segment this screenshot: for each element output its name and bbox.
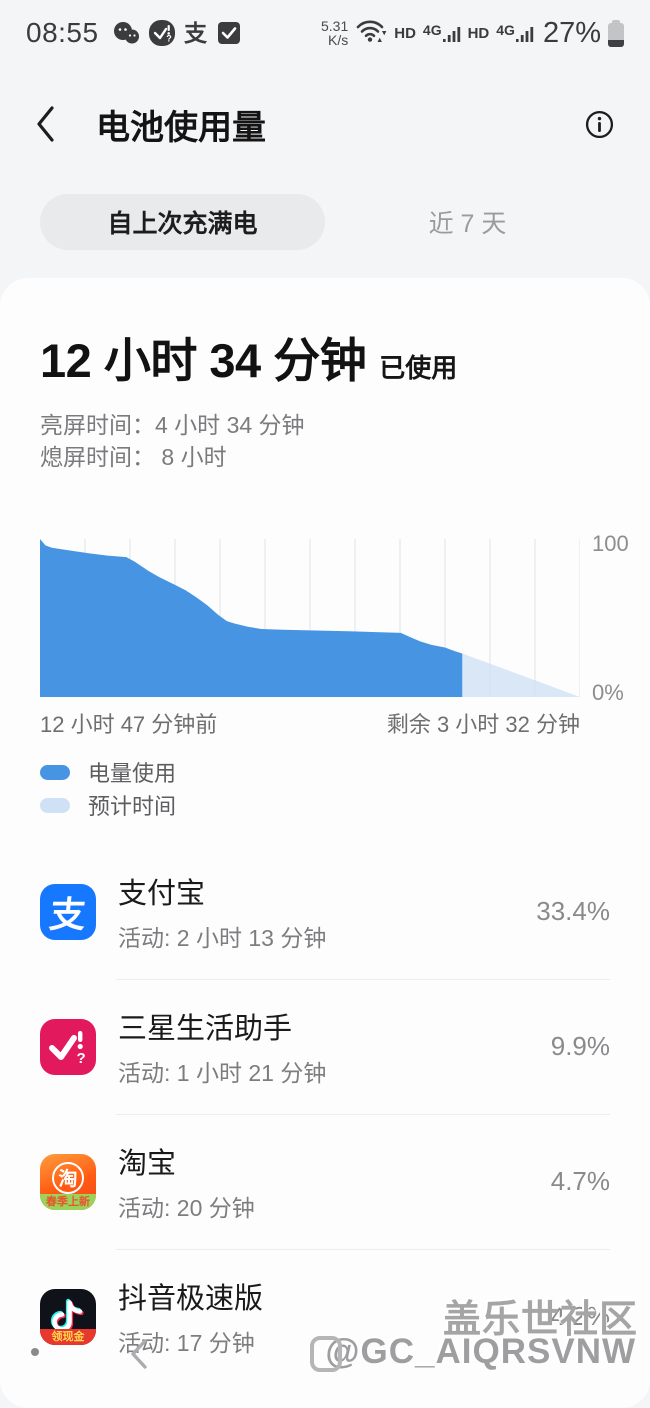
screen-on-time: 亮屏时间：4 小时 34 分钟 bbox=[40, 412, 305, 438]
app-row[interactable]: 领现金 抖音极速版 活动: 17 分钟 4.2% bbox=[40, 1249, 610, 1384]
clock: 08:55 bbox=[26, 17, 99, 48]
app-battery-percent: 33.4% bbox=[536, 896, 610, 926]
app-activity-time: 活动: 1 小时 21 分钟 bbox=[118, 1060, 327, 1086]
legend-swatch bbox=[40, 764, 70, 780]
app-row[interactable]: 支 支付宝 活动: 2 小时 13 分钟 33.4% bbox=[40, 844, 610, 979]
signal-4g-icon-1: 4G bbox=[423, 23, 461, 42]
volte-hd-icon-2: HD bbox=[467, 24, 490, 42]
app-row[interactable]: ? 三星生活助手 活动: 1 小时 21 分钟 9.9% bbox=[40, 979, 610, 1114]
community-watermark: 盖乐世社区 bbox=[442, 1299, 638, 1341]
battery-percent: 27% bbox=[542, 16, 601, 49]
status-bar: 08:55 ? 支 5.31 K/s HD 4G HD 4G bbox=[0, 0, 650, 52]
app-activity-time: 活动: 17 分钟 bbox=[118, 1330, 255, 1356]
usage-duration: 12 小时 34 分钟 bbox=[40, 334, 367, 387]
y-axis-min-label: 0% bbox=[592, 680, 624, 705]
app-title: 抖音极速版 bbox=[118, 1283, 264, 1315]
app-battery-percent: 4.7% bbox=[550, 1166, 610, 1196]
app-title: 三星生活助手 bbox=[118, 1013, 293, 1045]
alipay-icon: 支 bbox=[40, 883, 96, 940]
app-usage-list: 支 支付宝 活动: 2 小时 13 分钟 33.4% ? 三星生活助手 活动: … bbox=[40, 844, 610, 1384]
network-speed: 5.31 K/s bbox=[320, 18, 349, 48]
nav-back-button[interactable] bbox=[130, 1338, 148, 1375]
nav-hide-dot[interactable] bbox=[31, 1348, 39, 1356]
battery-chart-wrap: 100 0% 12 小时 47 分钟前 剩余 3 小时 32 分钟 bbox=[40, 531, 629, 739]
signal-4g-icon-2: 4G bbox=[496, 23, 534, 42]
nav-home-button[interactable] bbox=[310, 1336, 342, 1372]
app-battery-percent: 9.9% bbox=[550, 1031, 610, 1061]
page-header: 电池使用量 bbox=[0, 88, 650, 160]
x-axis-start-label: 12 小时 47 分钟前 bbox=[40, 712, 218, 737]
period-tabs: 自上次充满电 近 7 天 bbox=[40, 194, 610, 250]
app-battery-percent: 4.2% bbox=[550, 1301, 610, 1331]
chart-legend: 电量使用 预计时间 bbox=[40, 759, 610, 819]
app-icon-badge: 领现金 bbox=[40, 1328, 96, 1345]
predicted-area bbox=[462, 653, 580, 697]
taobao-icon: 淘春季上新 bbox=[40, 1153, 96, 1210]
alipay-notification-icon: 支 bbox=[184, 20, 208, 46]
legend-item: 电量使用 bbox=[40, 759, 610, 786]
battery-icon bbox=[608, 19, 624, 47]
samsung-life-icon: ? bbox=[40, 1018, 96, 1075]
app-row[interactable]: 淘春季上新 淘宝 活动: 20 分钟 4.7% bbox=[40, 1114, 610, 1249]
back-button[interactable] bbox=[36, 104, 62, 144]
battery-usage-card: 12 小时 34 分钟 已使用 亮屏时间：4 小时 34 分钟 熄屏时间： 8 … bbox=[0, 278, 650, 1408]
volte-hd-icon: HD bbox=[394, 24, 416, 42]
douyin-icon: 领现金 bbox=[40, 1288, 96, 1345]
screen-off-time: 熄屏时间： 8 小时 bbox=[40, 444, 227, 470]
svg-text:支: 支 bbox=[184, 20, 208, 46]
legend-swatch bbox=[40, 797, 70, 813]
info-button[interactable] bbox=[584, 109, 614, 139]
app-title: 支付宝 bbox=[118, 878, 206, 910]
app-icon-badge: 春季上新 bbox=[40, 1193, 96, 1210]
app-activity-time: 活动: 2 小时 13 分钟 bbox=[118, 925, 327, 951]
usage-area bbox=[40, 539, 463, 697]
svg-text:?: ? bbox=[77, 1050, 86, 1067]
legend-label: 预计时间 bbox=[88, 794, 177, 819]
app-activity-time: 活动: 20 分钟 bbox=[118, 1195, 255, 1221]
wifi-icon bbox=[355, 17, 387, 49]
assistant-notification-icon: ? bbox=[148, 20, 175, 46]
page-title: 电池使用量 bbox=[96, 108, 266, 147]
svg-text:?: ? bbox=[166, 34, 172, 44]
y-axis-max-label: 100 bbox=[592, 531, 629, 556]
user-id-watermark: @GC_AIQRSVNW bbox=[325, 1332, 636, 1371]
navigation-bar bbox=[0, 1314, 650, 1394]
checkbox-notification-icon bbox=[217, 20, 241, 46]
legend-item: 预计时间 bbox=[40, 792, 610, 819]
tab-last-7-days[interactable]: 近 7 天 bbox=[428, 210, 507, 238]
tab-since-full-charge[interactable]: 自上次充满电 bbox=[40, 194, 325, 250]
battery-level-chart bbox=[40, 539, 580, 697]
app-title: 淘宝 bbox=[118, 1148, 177, 1180]
x-axis-remaining-label: 剩余 3 小时 32 分钟 bbox=[386, 712, 580, 737]
legend-label: 电量使用 bbox=[88, 761, 177, 786]
usage-duration-suffix: 已使用 bbox=[379, 353, 458, 383]
wechat-notification-icon bbox=[113, 21, 140, 45]
